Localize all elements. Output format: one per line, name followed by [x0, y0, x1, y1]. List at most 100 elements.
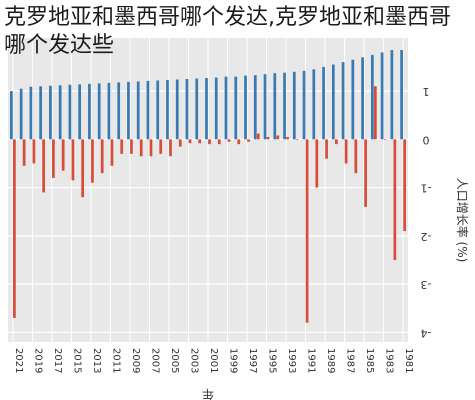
- bar-series-1: [10, 91, 13, 140]
- bar-series-1: [136, 81, 140, 140]
- x-tick-label: 2013: [91, 348, 102, 373]
- y-axis: -4 -3 -2 -1 0 1: [421, 85, 432, 339]
- bar-series-2: [247, 139, 250, 142]
- x-tick-label: 2011: [110, 348, 121, 373]
- bar-series-2: [42, 139, 46, 193]
- x-tick-label: 2017: [52, 348, 63, 373]
- bar-series-1: [322, 66, 325, 140]
- bar-series-2: [217, 139, 221, 145]
- x-tick-label: 2015: [71, 348, 82, 373]
- bar-series-1: [29, 86, 33, 140]
- bar-series-2: [188, 139, 192, 144]
- x-tick-label: 1995: [267, 348, 278, 373]
- bar-series-2: [71, 139, 75, 181]
- bar-series-2: [334, 139, 338, 145]
- x-tick-label: 2019: [32, 348, 43, 373]
- bar-series-2: [344, 139, 348, 164]
- bar-series-2: [364, 139, 367, 207]
- bar-series-1: [253, 75, 257, 140]
- bar-series-2: [61, 139, 65, 171]
- x-tick-label: 2001: [208, 348, 219, 373]
- y-axis-label: 人口增长率 (%): [455, 178, 470, 263]
- bar-series-2: [403, 139, 406, 232]
- x-tick-label: 2003: [188, 348, 199, 373]
- bar-series-1: [156, 80, 160, 140]
- bar-series-2: [266, 136, 270, 140]
- bar-series-2: [159, 139, 163, 154]
- bar-series-1: [292, 71, 296, 140]
- bar-series-2: [139, 139, 143, 157]
- x-tick-label: 1981: [403, 348, 414, 373]
- bar-series-1: [68, 84, 72, 140]
- bar-series-2: [256, 133, 260, 140]
- bar-series-2: [325, 139, 328, 159]
- bar-series-1: [127, 81, 130, 140]
- x-tick-label: 2005: [169, 348, 180, 373]
- bar-series-1: [49, 85, 52, 140]
- y-tick-label: -4: [421, 326, 432, 339]
- bar-series-1: [273, 73, 277, 140]
- bar-series-1: [224, 76, 228, 140]
- bar-series-2: [305, 139, 309, 323]
- y-tick-label: -1: [421, 182, 432, 195]
- x-axis-label: 年: [202, 387, 214, 400]
- bar-series-1: [78, 84, 82, 140]
- bar-series-1: [244, 75, 247, 140]
- x-axis: 1981 1983 1985 1987 1989 1991 1993 1995 1997 1999…: [13, 348, 414, 373]
- bar-series-2: [178, 139, 182, 147]
- bar-series-2: [32, 139, 36, 164]
- bar-series-1: [39, 86, 43, 140]
- bar-series-1: [88, 83, 91, 140]
- bar-series-1: [400, 50, 403, 140]
- x-tick-label: 2009: [130, 348, 141, 373]
- bar-series-2: [81, 139, 85, 198]
- bar-series-2: [100, 139, 104, 174]
- y-tick-label: 1: [423, 85, 430, 98]
- bar-series-1: [370, 54, 374, 140]
- x-tick-label: 1983: [384, 348, 395, 373]
- bar-series-1: [205, 78, 208, 140]
- bar-series-1: [263, 74, 267, 140]
- x-tick-label: 1991: [306, 348, 317, 373]
- bar-series-1: [195, 78, 199, 140]
- bar-series-2: [383, 139, 387, 140]
- page-title: 克罗地亚和墨西哥哪个发达,克罗地亚和墨西哥哪个发达些: [4, 5, 451, 58]
- bar-series-2: [130, 139, 133, 154]
- bar-series-1: [175, 79, 179, 140]
- bar-series-1: [19, 88, 23, 140]
- bar-series-2: [208, 139, 211, 145]
- y-tick-label: -3: [421, 278, 432, 291]
- x-tick-label: 1989: [325, 348, 336, 373]
- bar-series-1: [312, 69, 316, 140]
- bar-series-2: [227, 139, 231, 142]
- bar-series-2: [373, 86, 377, 140]
- bar-series-2: [149, 139, 153, 157]
- x-tick-label: 1999: [228, 348, 239, 373]
- bar-series-2: [110, 139, 114, 166]
- x-tick-label: 1993: [286, 348, 297, 373]
- y-tick-label: 0: [423, 133, 430, 146]
- plot-area: [8, 38, 408, 342]
- bar-series-2: [315, 139, 319, 188]
- bar-series-2: [91, 139, 94, 183]
- x-tick-label: 1985: [364, 348, 375, 373]
- bar-series-1: [380, 52, 384, 140]
- bar-series-1: [331, 64, 335, 140]
- bar-series-1: [283, 72, 286, 140]
- bar-series-1: [351, 59, 355, 140]
- bar-series-1: [97, 83, 101, 140]
- bar-series-2: [120, 139, 124, 154]
- x-tick-label: 2007: [149, 348, 160, 373]
- bar-series-2: [169, 139, 172, 157]
- bar-series-2: [237, 139, 241, 145]
- x-tick-label: 2021: [13, 348, 24, 373]
- bar-series-2: [52, 139, 55, 178]
- bar-series-1: [117, 82, 121, 140]
- bar-series-2: [286, 136, 289, 140]
- bar-series-1: [234, 76, 238, 140]
- bar-series-2: [393, 139, 397, 260]
- bar-series-1: [341, 62, 345, 140]
- bar-series-1: [390, 50, 394, 140]
- bar-series-2: [295, 139, 299, 140]
